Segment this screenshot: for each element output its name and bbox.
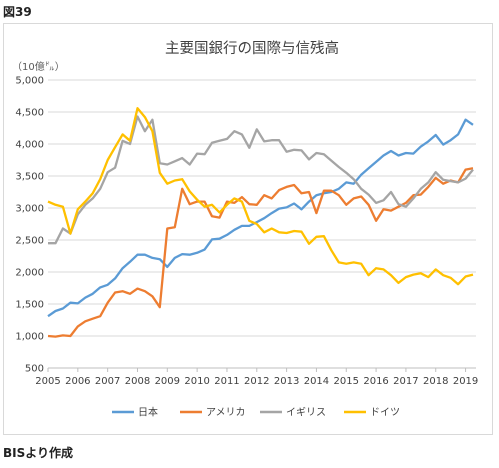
y-tick-label: 2,000 [15,268,44,279]
y-tick-label: 3,000 [15,204,44,215]
legend-label-3: ドイツ [370,408,400,419]
y-axis-ticks: 500 1,000 1,500 2,000 2,500 3,000 3,500 4,000 4,… [15,76,44,375]
series-line-2 [48,115,474,245]
x-tick-label: 2012 [244,376,269,387]
legend: 日本 アメリカ イギリス ドイツ [112,406,400,419]
series-line-1 [47,167,474,338]
x-tick-label: 2006 [65,376,90,387]
x-tick-label: 2009 [155,376,180,387]
x-tick-label: 2019 [453,376,478,387]
x-tick-label: 2005 [35,376,60,387]
legend-label-0: 日本 [138,406,158,419]
x-tick-label: 2016 [363,376,388,387]
gridlines [48,79,476,369]
x-tick-label: 2014 [304,376,329,387]
y-tick-label: 4,000 [15,140,44,151]
x-tick-label: 2015 [334,376,359,387]
legend-label-1: アメリカ [206,407,246,419]
legend-label-2: イギリス [286,407,326,419]
series-lines [47,107,474,338]
x-axis-ticks: 2005 2006 2007 2008 2009 2010 2011 2012 2013 2014… [35,368,478,387]
series-line-0 [47,118,474,318]
x-tick-label: 2018 [423,376,448,387]
x-tick-label: 2008 [125,376,150,387]
y-tick-label: 2,500 [15,236,44,247]
line-chart: 主要国銀行の国際与信残高 （10億㌦） 500 1,000 1,500 2,000 2,… [12,40,478,419]
x-tick-label: 2011 [214,376,239,387]
x-tick-label: 2007 [95,376,120,387]
x-tick-label: 2010 [184,376,209,387]
figure-label: 図39 [3,5,32,19]
x-tick-label: 2013 [274,376,299,387]
chart-title: 主要国銀行の国際与信残高 [165,40,339,57]
series-line-3 [47,107,474,286]
y-tick-label: 5,000 [15,76,44,87]
y-tick-label: 3,500 [15,172,44,183]
y-tick-label: 1,500 [15,300,44,311]
y-tick-label: 4,500 [15,108,44,119]
source-note: BISより作成 [3,446,74,460]
y-tick-label: 1,000 [15,332,44,343]
x-tick-label: 2017 [393,376,418,387]
unit-label: （10億㌦） [12,60,65,73]
y-tick-label: 500 [25,364,44,375]
chart-frame: 主要国銀行の国際与信残高 （10億㌦） 500 1,000 1,500 2,000 2,… [3,23,493,435]
